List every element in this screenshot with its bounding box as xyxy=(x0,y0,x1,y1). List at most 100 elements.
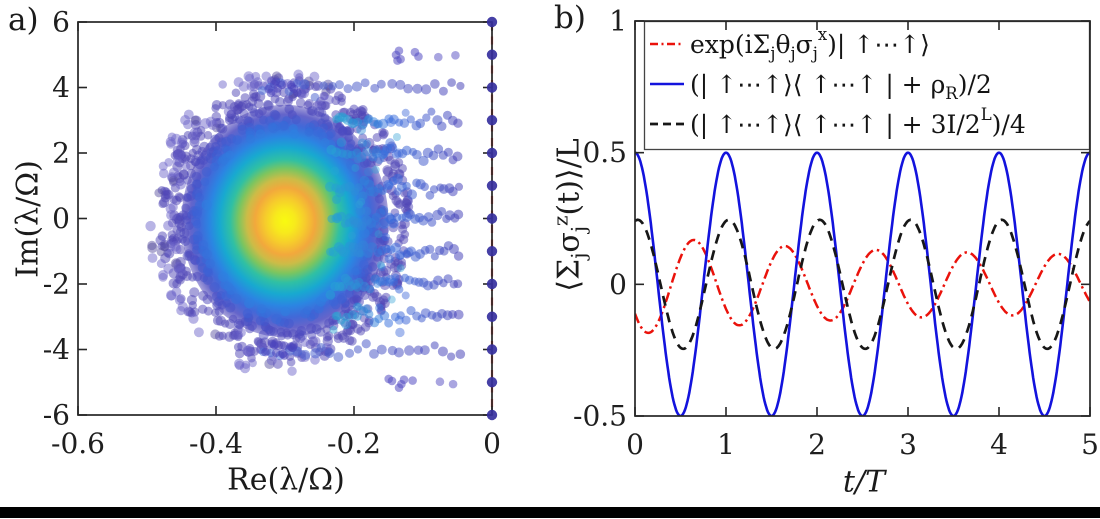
eigenvalue-point xyxy=(276,327,286,337)
eigenvalue-outlier-point xyxy=(181,162,191,171)
eigenvalue-point xyxy=(209,282,220,293)
eigenvalue-point xyxy=(360,78,370,88)
eigenvalue-outlier-point xyxy=(248,358,257,368)
eigenvalue-point xyxy=(257,304,267,314)
eigenvalue-outlier-point xyxy=(236,327,246,338)
eigenvalue-point xyxy=(296,326,307,336)
eigenvalue-point xyxy=(180,141,190,151)
eigenvalue-point xyxy=(240,93,250,103)
eigenvalue-point xyxy=(170,183,180,193)
eigenvalue-point xyxy=(371,165,380,174)
eigenvalue-point xyxy=(202,249,212,260)
eigenvalue-point xyxy=(355,206,366,216)
eigenvalue-point xyxy=(288,329,299,340)
eigenvalue-point xyxy=(192,220,202,229)
eigenvalue-point xyxy=(164,248,175,259)
eigenvalue-point xyxy=(394,148,404,158)
panel-b-x-tick-label: 5 xyxy=(1081,428,1099,461)
eigenvalue-point xyxy=(393,347,404,358)
panel-a-y-tick-label: 4 xyxy=(52,71,70,104)
eigenvalue-outlier-point xyxy=(168,175,179,186)
eigenvalue-point xyxy=(189,287,200,298)
eigenvalue-outlier-point xyxy=(300,338,310,347)
eigenvalue-point xyxy=(202,274,213,285)
eigenvalue-point xyxy=(350,219,359,229)
eigenvalue-point xyxy=(357,197,366,206)
eigenvalue-outlier-point xyxy=(176,305,186,316)
eigenvalue-point xyxy=(453,209,464,220)
eigenvalue-outlier-point xyxy=(200,118,211,129)
eigenvalue-point xyxy=(386,259,396,269)
eigenvalue-point xyxy=(325,290,336,300)
eigenvalue-point xyxy=(157,231,168,241)
eigenvalue-outlier-point xyxy=(166,210,177,221)
eigenvalue-point xyxy=(351,81,363,92)
eigenvalue-point xyxy=(183,176,192,185)
eigenvalue-point xyxy=(387,79,397,89)
zero-mode-eigenvalue-point xyxy=(486,278,498,290)
eigenvalue-outlier-point xyxy=(175,179,186,190)
eigenvalue-point xyxy=(376,344,387,355)
eigenvalue-point xyxy=(427,217,437,227)
eigenvalue-point xyxy=(275,97,285,107)
eigenvalue-outlier-point xyxy=(171,286,182,297)
eigenvalue-point xyxy=(203,130,213,140)
eigenvalue-point xyxy=(218,101,227,110)
eigenvalue-point xyxy=(245,134,256,144)
eigenvalue-point xyxy=(380,146,390,156)
panel-b-x-tick-label: 0 xyxy=(626,428,644,461)
panel-a-x-tick-label: 0 xyxy=(483,427,501,460)
eigenvalue-outlier-point xyxy=(223,106,235,117)
eigenvalue-point xyxy=(331,312,340,320)
eigenvalue-point xyxy=(394,46,404,56)
eigenvalue-point xyxy=(181,203,190,213)
panel-b-x-tick-label: 3 xyxy=(899,428,917,461)
zero-mode-eigenvalue-point xyxy=(486,16,498,28)
eigenvalue-outlier-point xyxy=(324,95,334,105)
eigenvalue-outlier-point xyxy=(239,363,251,374)
eigenvalue-point xyxy=(347,336,357,346)
eigenvalue-point xyxy=(272,358,283,369)
eigenvalue-point xyxy=(228,314,238,324)
eigenvalue-point xyxy=(340,273,351,284)
eigenvalue-point xyxy=(291,115,301,125)
eigenvalue-point xyxy=(329,325,338,334)
eigenvalue-point xyxy=(448,244,459,255)
figure-svg: -0.6 -0.4 -0.2 0 6 4 2 0 -2 -4 -6 exp(iΣjθjσjx)| ↑⋯… xyxy=(43,5,1099,462)
eigenvalue-outlier-point xyxy=(253,77,263,87)
eigenvalue-point xyxy=(437,346,448,357)
eigenvalue-point xyxy=(201,199,212,211)
legend: exp(iΣjθjσjx)| ↑⋯↑⟩ (| ↑⋯↑⟩⟨ ↑⋯↑ | + ρR)/… xyxy=(643,20,1091,151)
eigenvalue-point xyxy=(232,135,242,145)
eigenvalue-outlier-point xyxy=(168,167,180,178)
eigenvalue-point xyxy=(300,349,311,361)
eigenvalue-point xyxy=(354,242,363,251)
eigenvalue-outlier-point xyxy=(158,269,169,281)
eigenvalue-point xyxy=(198,240,209,250)
eigenvalue-outlier-point xyxy=(177,137,188,148)
legend-entry-label-2: (| ↑⋯↑⟩⟨ ↑⋯↑ | + 3I/2L)/4 xyxy=(690,105,1026,140)
eigenvalue-point xyxy=(453,309,464,320)
eigenvalue-point xyxy=(231,293,242,304)
eigenvalue-point xyxy=(362,206,372,216)
eigenvalue-point xyxy=(408,376,417,385)
eigenvalue-point xyxy=(338,126,348,136)
panel-a-y-tick-label: 2 xyxy=(52,137,70,170)
eigenvalue-point xyxy=(384,374,394,384)
panel-a-ylabel: Im(λ/Ω) xyxy=(10,160,46,278)
eigenvalue-point xyxy=(192,209,202,219)
eigenvalue-point xyxy=(370,83,380,93)
eigenvalue-point xyxy=(341,319,352,330)
eigenvalue-outlier-point xyxy=(147,242,158,254)
eigenvalue-point xyxy=(282,96,293,107)
eigenvalue-outlier-point xyxy=(173,149,185,161)
eigenvalue-outlier-point xyxy=(172,156,182,166)
eigenvalue-point xyxy=(242,308,253,319)
eigenvalue-point xyxy=(211,104,220,113)
eigenvalue-point xyxy=(428,150,439,161)
eigenvalue-point xyxy=(394,383,404,392)
zero-mode-eigenvalue-point xyxy=(486,213,498,224)
eigenvalue-point xyxy=(344,348,355,358)
eigenvalue-point xyxy=(271,313,282,325)
